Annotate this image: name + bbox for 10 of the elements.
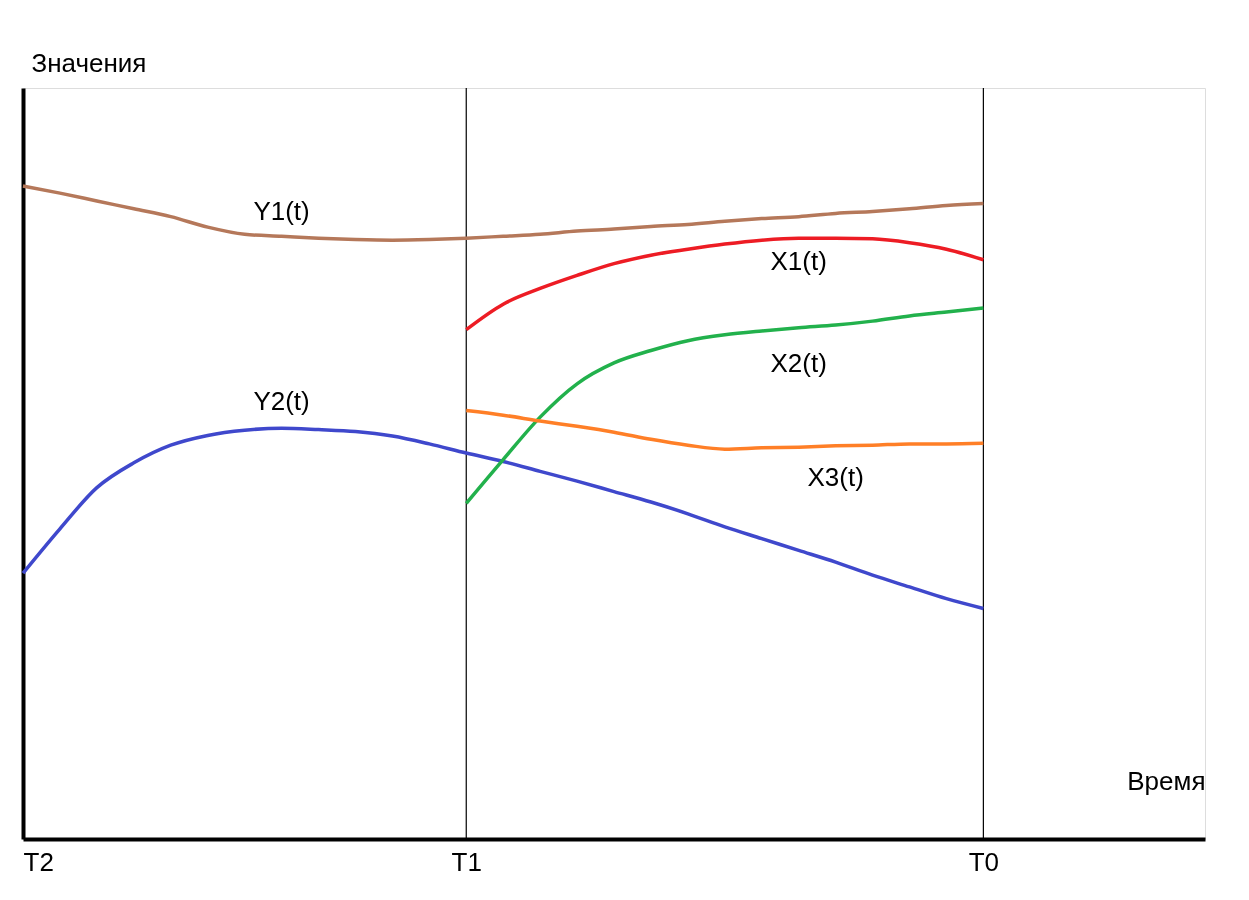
series-label: Y1(t)	[253, 196, 310, 227]
x-tick-label: T2	[23, 846, 54, 877]
series-label: X1(t)	[770, 246, 827, 277]
series-label: Y2(t)	[253, 386, 310, 417]
x-axis-title: Время	[1127, 765, 1206, 796]
x-tick-label: T1	[451, 846, 482, 877]
series-label: X2(t)	[770, 347, 827, 378]
series-label: X3(t)	[807, 461, 864, 492]
x-tick-label: T0	[968, 846, 1000, 877]
y-axis-title: Значения	[31, 47, 147, 78]
